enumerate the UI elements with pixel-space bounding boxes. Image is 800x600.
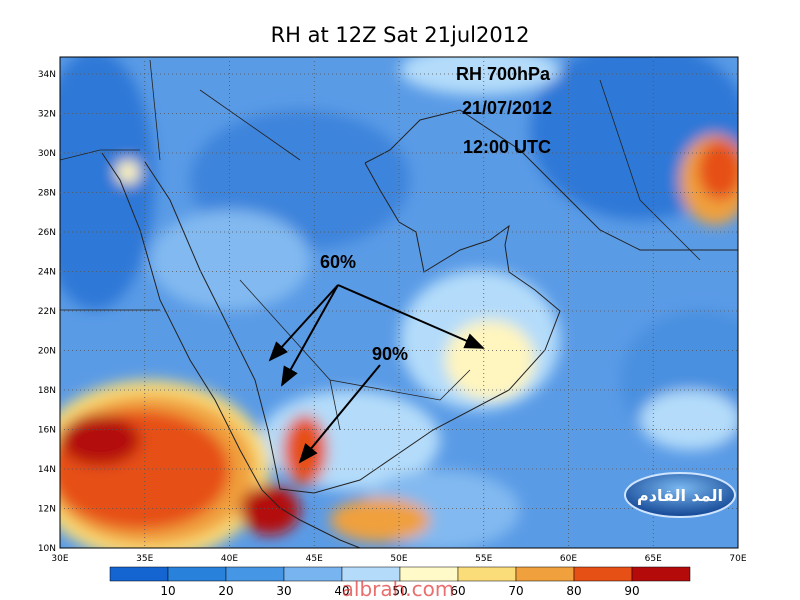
lon-label: 45E — [306, 554, 323, 564]
lon-label: 60E — [560, 554, 577, 564]
colorbar-swatch — [283, 566, 343, 582]
lon-label: 55E — [475, 554, 492, 564]
colorbar-label: 90 — [624, 584, 639, 598]
colorbar-swatch — [167, 566, 227, 582]
lat-label: 30N — [38, 149, 56, 159]
level-label: RH 700hPa — [456, 64, 551, 84]
lat-label: 22N — [38, 307, 56, 317]
colorbar-label: 30 — [276, 584, 291, 598]
colorbar-swatch — [515, 566, 575, 582]
lon-label: 65E — [645, 554, 662, 564]
lat-label: 32N — [38, 110, 56, 120]
lat-label: 26N — [38, 228, 56, 238]
colorbar-swatch — [109, 566, 169, 582]
lat-label: 18N — [38, 386, 56, 396]
date-label: 21/07/2012 — [462, 98, 552, 118]
arrow — [281, 284, 339, 387]
arrows — [268, 284, 485, 464]
lon-label: 70E — [729, 554, 746, 564]
arrow — [268, 284, 339, 362]
coastlines — [60, 59, 738, 548]
coast-africa — [101, 152, 361, 548]
colorbar-label: 50 — [392, 584, 407, 598]
annotation-90: 90% — [372, 344, 408, 364]
colorbar-label: 10 — [160, 584, 175, 598]
colorbar-label: 40 — [334, 584, 349, 598]
colorbar-swatch — [631, 566, 691, 582]
colorbar-swatch — [225, 566, 285, 582]
arrow — [337, 284, 485, 349]
lon-label: 30E — [51, 554, 68, 564]
colorbar-label: 60 — [450, 584, 465, 598]
lat-label: 16N — [38, 426, 56, 436]
lon-label: 40E — [221, 554, 238, 564]
colorbar: 10 20 30 40 50 60 70 80 90 — [109, 566, 691, 598]
colorbar-label: 70 — [508, 584, 523, 598]
lat-label: 28N — [38, 189, 56, 199]
lon-label: 50E — [390, 554, 407, 564]
coast-arabia — [144, 161, 561, 494]
coast-iran — [364, 109, 738, 251]
logo-badge — [624, 472, 736, 518]
field-shades — [60, 57, 738, 548]
colorbar-label: 20 — [218, 584, 233, 598]
colorbar-swatch — [457, 566, 517, 582]
colorbar-swatch — [573, 566, 633, 582]
lon-label: 35E — [136, 554, 153, 564]
colorbar-label: 80 — [566, 584, 581, 598]
lat-label: 34N — [38, 70, 56, 80]
lat-label: 14N — [38, 465, 56, 475]
annotation-60: 60% — [320, 252, 356, 272]
lat-label: 24N — [38, 268, 56, 278]
lat-label: 20N — [38, 347, 56, 357]
time-label: 12:00 UTC — [463, 137, 551, 157]
grid — [60, 57, 738, 548]
map-title: RH at 12Z Sat 21jul2012 — [271, 23, 530, 47]
ticks: 30E 35E 40E 45E 50E 55E 60E 65E 70E 10N 12N 14N 16N 1… — [38, 70, 747, 564]
watermark: albrah.com — [342, 577, 455, 600]
lat-label: 12N — [38, 505, 56, 515]
arrow — [298, 364, 381, 464]
rh-field — [60, 57, 738, 548]
lat-label: 10N — [38, 544, 56, 554]
logo-text: المد القادم — [637, 486, 723, 505]
